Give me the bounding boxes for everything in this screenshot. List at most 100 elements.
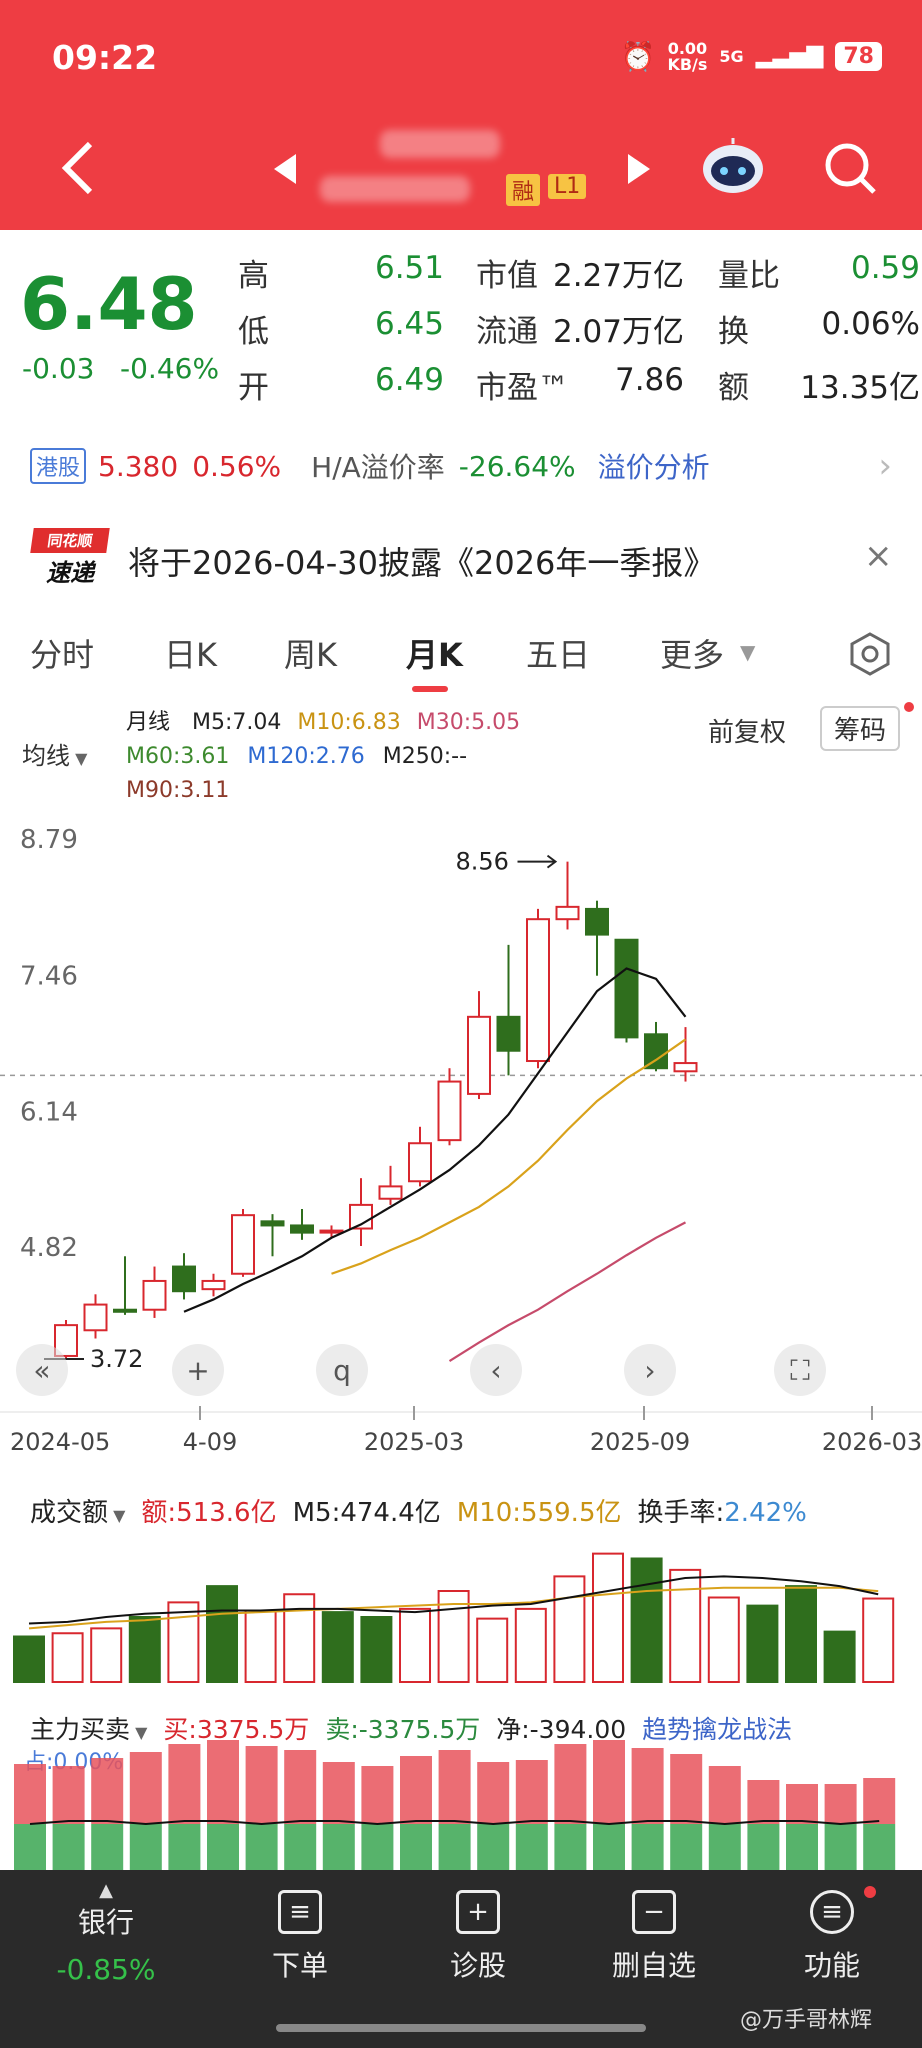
back-arrow-icon — [61, 141, 93, 195]
notice-row[interactable]: 同花顺 速递 将于2026-04-30披露《2026年一季报》 × — [0, 520, 922, 600]
main-force-chart — [14, 1740, 896, 1870]
candle-body — [231, 1214, 255, 1275]
volume-bar — [630, 1557, 663, 1683]
hexagon-settings-icon — [850, 632, 890, 676]
chart-nav-button[interactable]: ‹ — [470, 1344, 522, 1396]
diagnose-icon: + — [456, 1890, 500, 1934]
index-ticker[interactable]: ▲ 银行 -0.85% — [36, 1880, 176, 1986]
svg-text:+: + — [186, 1354, 209, 1387]
candle-body — [467, 1015, 491, 1095]
search-button[interactable] — [822, 140, 878, 200]
main-force-sell-bar — [52, 1824, 85, 1870]
nav-remove-watchlist[interactable]: − 删自选 — [584, 1890, 724, 1984]
nav-diagnose[interactable]: + 诊股 — [408, 1890, 548, 1984]
main-force-buy-bar — [786, 1784, 818, 1824]
active-tab-underline — [412, 686, 448, 692]
chart-tabs: 分时 日K 周K 月K 五日 更多 ▼ — [0, 626, 922, 692]
hk-share-row[interactable]: 港股 5.380 0.56% H/A溢价率 -26.64% 溢价分析 › — [30, 446, 892, 486]
main-force-buy-bar — [593, 1740, 625, 1824]
candle-body — [83, 1303, 108, 1332]
x-tick-label: 2024-05 — [10, 1428, 110, 1456]
volume-bar — [128, 1616, 161, 1683]
signal-icon: ▂▃▅▇ — [755, 44, 824, 69]
home-indicator — [276, 2024, 646, 2032]
main-force-buy-bar — [863, 1778, 896, 1824]
volume-bar — [206, 1585, 238, 1683]
main-force-selector[interactable]: 主力买卖 ▼ — [30, 1715, 148, 1744]
hk-price: 5.380 — [98, 449, 179, 483]
tab-0[interactable]: 分时 — [30, 636, 95, 674]
svg-text:›: › — [644, 1354, 655, 1387]
chart-nav-button[interactable]: ⛶ — [774, 1344, 826, 1396]
volume-bar — [514, 1607, 547, 1683]
top-bar: 09:22 ⏰ 0.00 KB/s 5G ▂▃▅▇ 78 融 L1 — [0, 0, 922, 230]
quote-label: 市值 — [476, 258, 538, 294]
alarm-icon: ⏰ — [620, 40, 656, 73]
volume-bar — [823, 1630, 856, 1683]
volume-bar — [746, 1604, 779, 1683]
network-type: 5G — [719, 47, 744, 66]
chart-nav-button[interactable]: › — [624, 1344, 676, 1396]
minus-icon: − — [632, 1890, 676, 1934]
main-force-sell-bar — [593, 1824, 625, 1870]
trend-strategy-link[interactable]: 趋势擒龙战法 — [642, 1715, 793, 1744]
main-force-buy-bar — [91, 1758, 124, 1824]
candle-body — [555, 905, 580, 921]
main-force-buy-bar — [129, 1752, 162, 1824]
chart-nav-button[interactable]: q — [316, 1344, 368, 1396]
volume-selector[interactable]: 成交额 ▼ — [30, 1498, 126, 1528]
hk-tag: 港股 — [30, 448, 87, 484]
volume-bar — [244, 1609, 277, 1683]
quote-value: 6.51 — [374, 250, 444, 286]
main-force-buy-bar — [477, 1762, 510, 1824]
quote-label: 市盈™ — [476, 370, 569, 406]
prev-stock-button[interactable] — [272, 152, 298, 190]
tab-5[interactable]: 更多 — [660, 636, 725, 674]
tab-2[interactable]: 周K — [284, 636, 337, 674]
main-force-buy-bar — [52, 1766, 85, 1824]
candle-body — [408, 1142, 432, 1183]
volume-bar — [553, 1575, 586, 1683]
back-button[interactable] — [58, 140, 98, 195]
close-icon[interactable]: × — [864, 536, 893, 576]
svg-text:q: q — [333, 1354, 351, 1387]
quote-value: 13.35亿 — [800, 370, 920, 406]
quote-label: 开 — [238, 370, 269, 406]
main-force-sell-bar — [245, 1824, 278, 1870]
nav-functions[interactable]: ≡ 功能 — [762, 1886, 902, 1984]
candle-body — [172, 1265, 196, 1293]
adjust-mode[interactable]: 前复权 — [708, 718, 787, 748]
notification-dot — [904, 702, 914, 712]
next-stock-button[interactable] — [626, 152, 652, 190]
candle-body — [614, 938, 639, 1039]
quote-label: 换 — [718, 314, 749, 350]
settings-button[interactable] — [848, 632, 892, 680]
volume-chart[interactable] — [0, 1530, 922, 1690]
main-force-buy-bar — [14, 1764, 46, 1824]
order-icon: ≡ — [278, 1890, 322, 1934]
nav-order[interactable]: ≡ 下单 — [230, 1890, 370, 1984]
main-force-sell-bar — [129, 1824, 162, 1870]
price-change-pct: -0.46% — [120, 352, 220, 385]
tab-3[interactable]: 月K — [406, 636, 463, 674]
ma-selector[interactable]: 均线 ▼ — [22, 742, 88, 770]
chart-nav-button[interactable]: « — [16, 1344, 68, 1396]
chip-button[interactable]: 筹码 — [820, 706, 901, 751]
candle-body — [319, 1229, 344, 1234]
main-force-buy-bar — [631, 1748, 664, 1824]
tab-1[interactable]: 日K — [164, 636, 217, 674]
status-icons: ⏰ 0.00 KB/s 5G ▂▃▅▇ 78 — [621, 40, 882, 73]
premium-analysis-link[interactable]: 溢价分析 — [597, 451, 710, 484]
notice-text: 将于2026-04-30披露《2026年一季报》 — [128, 544, 716, 582]
volume-bar — [399, 1607, 431, 1683]
chart-nav-button[interactable]: + — [172, 1344, 224, 1396]
kline-chart[interactable]: 8.79 7.46 6.14 4.82 8.56 3.72 « + q ‹ › ⛶ 2024-05 4-0… — [0, 810, 922, 1460]
main-force-buy-bar — [168, 1744, 201, 1824]
volume-bar — [669, 1568, 702, 1683]
robot-assistant-button[interactable] — [700, 138, 766, 200]
quote-value: 0.59 — [850, 250, 920, 286]
watermark: @万手哥林辉 — [740, 2008, 873, 2033]
tab-4[interactable]: 五日 — [526, 636, 591, 674]
y-tick-label: 8.79 — [20, 825, 78, 855]
volume-bar — [592, 1552, 624, 1683]
